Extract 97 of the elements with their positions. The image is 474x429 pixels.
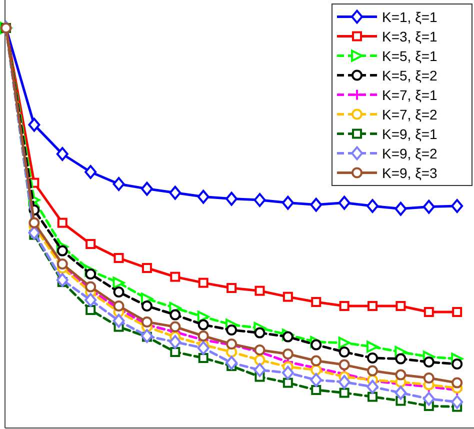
point — [142, 263, 152, 273]
point — [310, 339, 322, 350]
point — [28, 118, 40, 132]
legend-label: K=9, ξ=2 — [382, 145, 438, 162]
point — [422, 200, 435, 214]
point — [366, 199, 379, 213]
point — [395, 369, 406, 380]
point — [254, 344, 266, 356]
point — [140, 182, 153, 196]
point — [310, 355, 322, 366]
point — [112, 314, 125, 328]
point — [339, 388, 350, 398]
point — [424, 307, 434, 317]
point — [452, 307, 462, 317]
point — [170, 321, 181, 332]
point — [282, 331, 294, 342]
legend-label: K=5, ξ=1 — [382, 48, 438, 64]
point — [28, 217, 40, 228]
point — [56, 258, 68, 270]
point — [338, 346, 350, 358]
point — [169, 186, 182, 200]
point — [254, 193, 266, 207]
point — [396, 301, 406, 311]
point — [114, 253, 124, 263]
point — [394, 386, 407, 400]
point — [226, 283, 237, 293]
point — [226, 192, 238, 206]
point — [310, 198, 322, 212]
point — [254, 363, 266, 377]
point — [198, 319, 209, 330]
legend-label: K=3, ξ=1 — [382, 28, 438, 44]
point — [112, 177, 125, 191]
point — [282, 292, 293, 302]
point — [85, 268, 96, 280]
point — [141, 316, 152, 328]
point — [197, 341, 210, 355]
point — [452, 358, 463, 370]
point — [367, 352, 378, 364]
point — [366, 380, 379, 394]
point — [338, 375, 350, 389]
point — [254, 327, 266, 338]
point — [170, 272, 180, 282]
point — [198, 278, 208, 288]
point — [113, 286, 124, 298]
point — [368, 392, 378, 402]
point — [56, 147, 68, 161]
point — [84, 165, 97, 179]
point — [254, 286, 265, 296]
point — [141, 300, 152, 312]
point — [338, 196, 350, 210]
point — [451, 395, 464, 409]
point — [282, 196, 294, 210]
point — [338, 336, 350, 349]
point — [198, 353, 208, 363]
point — [140, 329, 153, 343]
legend-label: K=1, ξ=1 — [382, 8, 438, 25]
legend-label: K=7, ξ=1 — [382, 86, 438, 103]
point — [368, 301, 378, 311]
point — [282, 348, 294, 360]
point — [113, 300, 124, 312]
point — [197, 190, 210, 204]
point — [198, 330, 209, 342]
point — [451, 199, 464, 213]
point — [169, 335, 182, 349]
point — [170, 347, 180, 357]
point — [254, 354, 266, 366]
point — [57, 218, 68, 228]
legend-label: K=7, ξ=2 — [382, 106, 438, 122]
point — [86, 305, 96, 315]
point — [311, 385, 322, 395]
point — [84, 293, 97, 307]
legend-label: K=9, ξ=1 — [382, 126, 438, 142]
point — [112, 276, 125, 289]
point — [394, 202, 407, 216]
point — [339, 301, 350, 311]
point — [56, 245, 68, 256]
point — [310, 373, 322, 387]
point — [86, 239, 96, 249]
legend-label: K=5, ξ=2 — [382, 67, 438, 84]
point — [423, 372, 434, 384]
point — [226, 356, 238, 370]
point — [85, 281, 96, 292]
point — [282, 378, 293, 388]
point — [395, 353, 406, 364]
point — [226, 324, 238, 336]
point — [197, 310, 210, 323]
point — [367, 365, 378, 376]
legend-label: K=9, ξ=3 — [382, 164, 438, 181]
point — [282, 366, 294, 380]
point — [366, 340, 379, 353]
point — [422, 392, 435, 406]
point — [452, 377, 463, 388]
point — [338, 359, 350, 370]
point — [311, 297, 322, 307]
point — [56, 273, 68, 287]
point — [170, 309, 181, 320]
point — [423, 356, 434, 368]
